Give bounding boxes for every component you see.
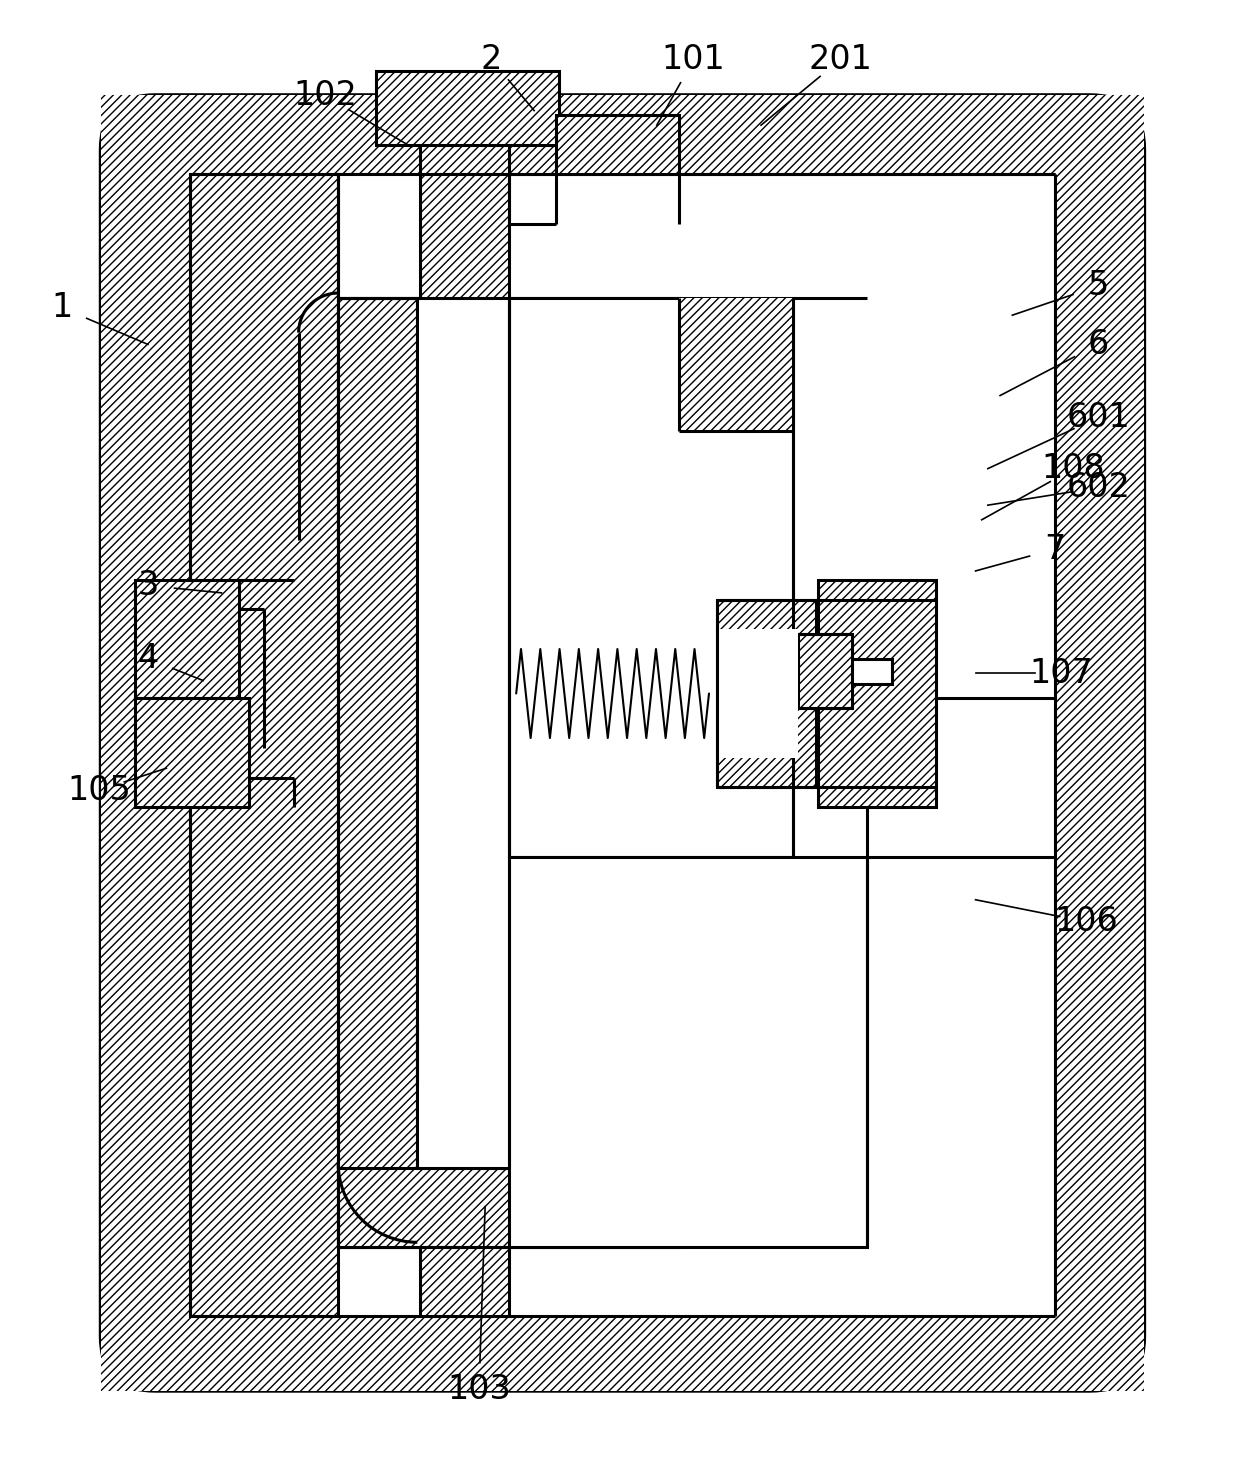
Text: 6: 6 (1087, 328, 1109, 361)
Text: 106: 106 (1054, 905, 1117, 939)
Bar (510, 299, 680, 1168)
Text: 105: 105 (67, 773, 130, 807)
Bar (510, 299, 794, 857)
Text: 7: 7 (1044, 532, 1066, 566)
Bar (852, 659, 892, 684)
Bar (1055, 95, 1145, 1391)
Bar (510, 857, 867, 1247)
Bar (135, 699, 249, 807)
Text: 107: 107 (1029, 656, 1094, 690)
FancyBboxPatch shape (100, 95, 1145, 1391)
Bar (339, 1168, 680, 1247)
Text: 601: 601 (1066, 401, 1130, 435)
Text: 1: 1 (52, 291, 73, 324)
Bar (100, 95, 190, 1391)
Bar (339, 299, 418, 1247)
Text: 201: 201 (808, 43, 873, 75)
Bar (339, 174, 420, 541)
Bar (376, 71, 559, 145)
Bar (190, 1317, 1055, 1391)
Bar (717, 600, 816, 788)
Bar (190, 174, 339, 1317)
Text: 103: 103 (448, 1373, 511, 1406)
Text: 2: 2 (481, 43, 502, 75)
Bar (817, 579, 936, 807)
Text: 108: 108 (1042, 452, 1106, 485)
Text: 102: 102 (294, 80, 357, 112)
Bar (556, 115, 680, 174)
Bar (190, 95, 1055, 174)
Bar (339, 174, 420, 541)
Bar (418, 299, 510, 1168)
Text: 5: 5 (1087, 269, 1109, 303)
Bar (680, 299, 794, 432)
Text: 4: 4 (138, 641, 159, 675)
Bar (135, 579, 239, 699)
Text: 101: 101 (662, 43, 725, 75)
Bar (420, 115, 510, 174)
Bar (420, 174, 510, 1317)
Text: 3: 3 (138, 569, 159, 602)
Bar (799, 634, 852, 708)
Text: 602: 602 (1066, 471, 1130, 504)
Bar (717, 630, 799, 758)
